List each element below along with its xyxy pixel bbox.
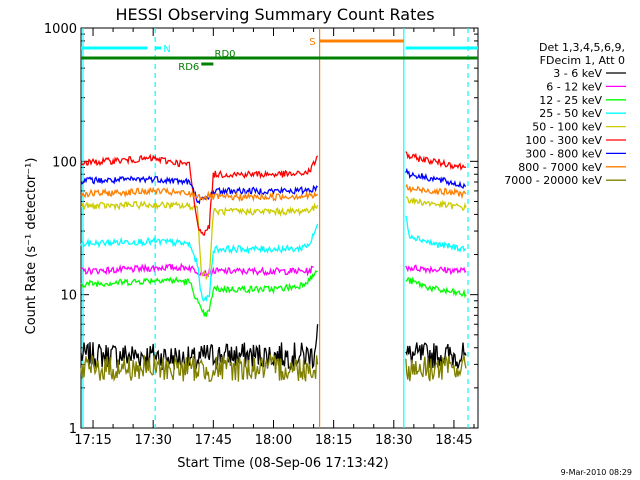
chart-title: HESSI Observing Summary Count Rates	[115, 5, 434, 24]
flag-bar-label: S	[309, 37, 315, 48]
y-tick-label: 100	[52, 155, 77, 170]
series-line	[405, 264, 467, 276]
flag-bar-label: RD6	[178, 62, 199, 73]
series-line	[405, 215, 466, 253]
legend-entry-label: 800 - 7000 keV	[518, 161, 602, 174]
legend-header-line-2: FDecim 1, Att 0	[540, 54, 625, 67]
plot-area: 1 10 100 1000 17:15 17:30 17:45 18:00 18:15 18:30…	[44, 22, 479, 448]
series-line	[405, 276, 467, 299]
series-line	[80, 175, 319, 205]
x-tick-label: 18:45	[435, 433, 472, 448]
x-tick-label: 18:30	[375, 433, 412, 448]
x-tick-label: 17:15	[74, 433, 111, 448]
x-tick-label: 17:30	[134, 433, 171, 448]
legend-entry-label: 25 - 50 keV	[539, 107, 602, 120]
series-line	[405, 183, 467, 200]
series-line	[80, 262, 314, 278]
legend-entry-label: 50 - 100 keV	[532, 121, 602, 134]
series-line	[80, 353, 319, 383]
legend-header-line-1: Det 1,3,4,5,6,9,	[539, 41, 625, 54]
legend-entry-label: 6 - 12 keV	[546, 80, 602, 93]
footer-timestamp: 9-Mar-2010 08:29	[561, 468, 632, 477]
x-tick-label: 18:00	[255, 433, 292, 448]
series-line	[405, 354, 467, 382]
legend-entry-label: 12 - 25 keV	[539, 94, 602, 107]
legend-entry-label: 7000 - 20000 keV	[504, 174, 602, 187]
y-tick-label: 10	[60, 289, 77, 304]
x-axis-label: Start Time (08-Sep-06 17:13:42)	[177, 456, 388, 471]
series-line	[80, 153, 319, 236]
flag-bar-label: RD0	[215, 49, 236, 60]
x-tick-label: 17:45	[195, 433, 232, 448]
plot-frame	[80, 27, 479, 429]
series-line	[405, 151, 467, 171]
series-line	[80, 186, 319, 203]
series-line	[405, 342, 467, 369]
series-line	[405, 196, 467, 212]
legend-entry-label: 300 - 800 keV	[525, 147, 602, 160]
y-tick-label: 1000	[44, 22, 77, 37]
legend: Det 1,3,4,5,6,9, FDecim 1, Att 0 3 - 6 k…	[504, 41, 626, 187]
legend-entry-label: 3 - 6 keV	[553, 67, 602, 80]
x-tick-label: 18:15	[315, 433, 352, 448]
series-line	[405, 167, 467, 190]
y-tick-label: 1	[69, 422, 77, 437]
series-line	[80, 269, 318, 317]
series-line	[80, 200, 319, 281]
y-axis-label: Count Rate (s⁻¹ detector⁻¹)	[24, 158, 39, 335]
legend-entry-label: 100 - 300 keV	[525, 134, 602, 147]
series-line	[80, 223, 319, 302]
flag-bar-label: N	[163, 44, 170, 55]
